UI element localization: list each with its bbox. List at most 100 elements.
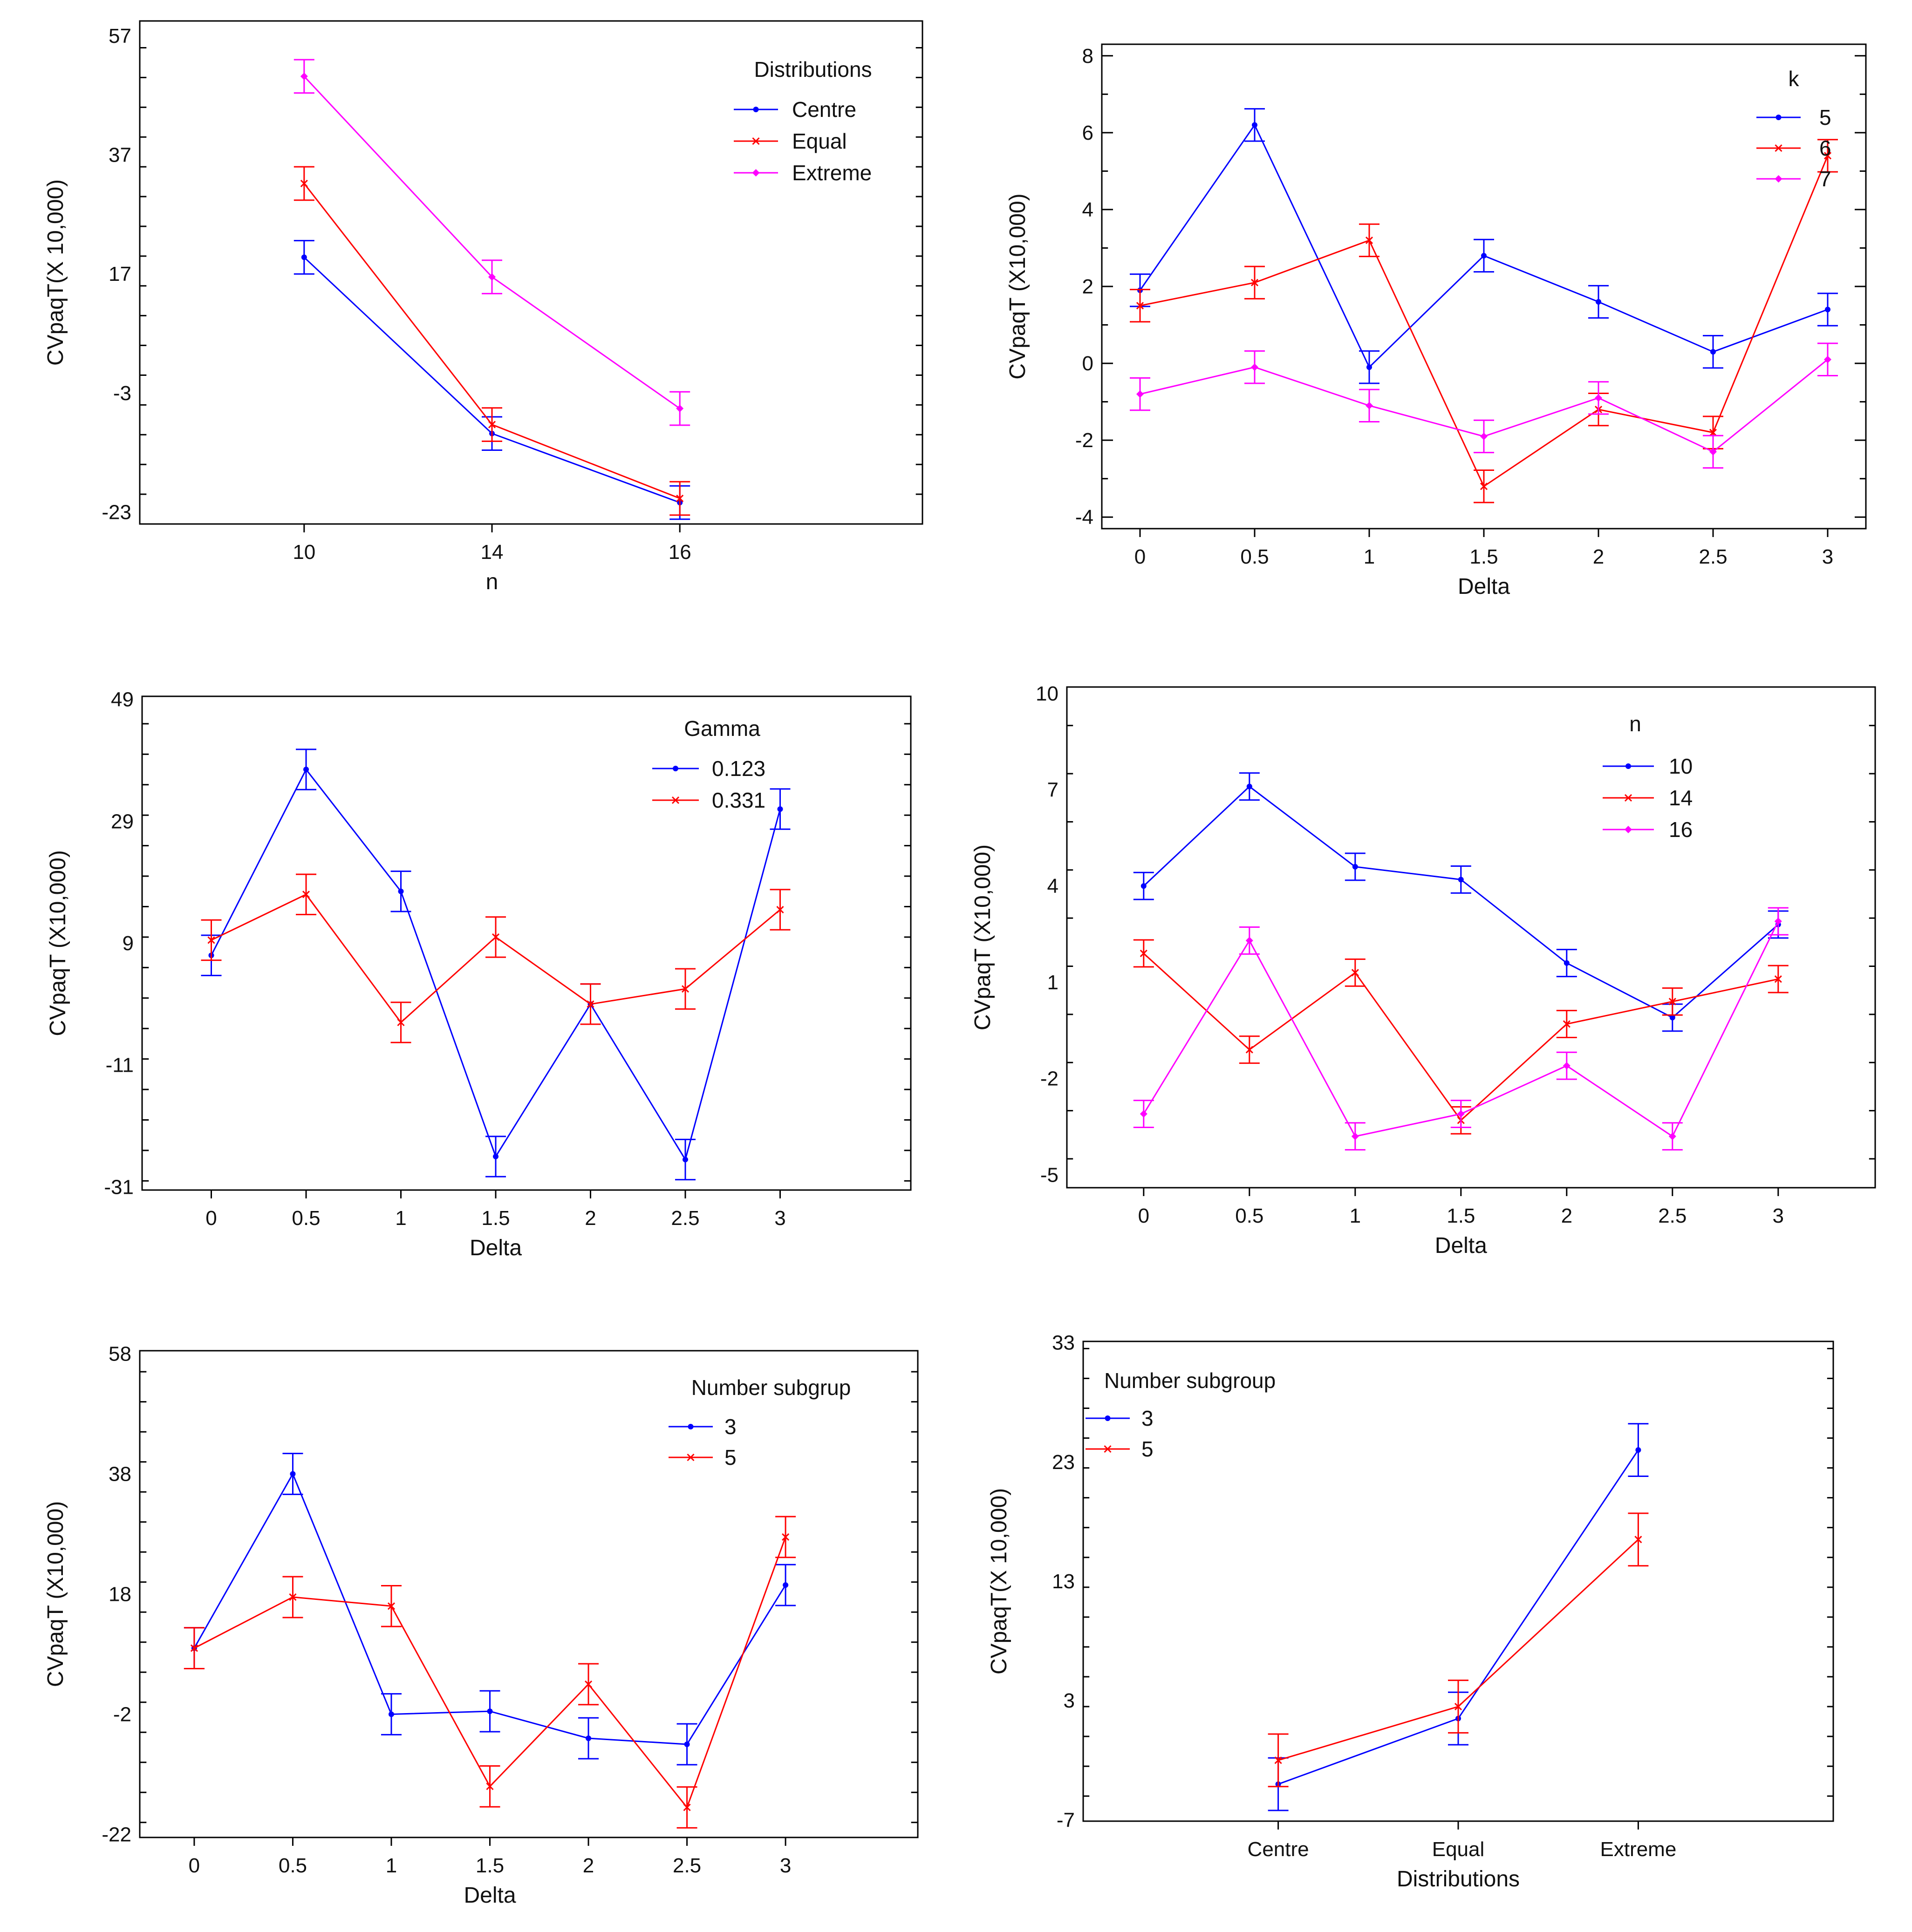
x-tick-label: 0: [189, 1854, 200, 1877]
x-tick-label: 1.5: [1469, 545, 1498, 568]
y-tick-label: 23: [1052, 1451, 1075, 1474]
x-tick-label: 0: [205, 1207, 217, 1230]
y-tick-label: -22: [102, 1823, 131, 1846]
data-point: [1457, 1110, 1465, 1118]
data-point: [683, 1803, 691, 1811]
y-tick-label: -31: [104, 1176, 134, 1198]
series-7: [1130, 342, 1838, 469]
legend-entry: Centre: [792, 97, 856, 122]
x-tick-label: 16: [669, 541, 691, 564]
data-point: [1480, 483, 1488, 490]
data-point: [587, 1000, 594, 1008]
legend: Distributions Centre Equal Extreme: [734, 57, 872, 185]
data-point: [289, 1593, 297, 1601]
series-line: [1143, 952, 1779, 1122]
data-point: [488, 273, 496, 281]
y-tick-label: 13: [1052, 1570, 1075, 1593]
legend-marker: [1104, 1445, 1112, 1453]
x-tick-label: 1: [386, 1854, 397, 1877]
y-tick-label: 4: [1047, 875, 1058, 898]
x-tick-label: 3: [1822, 545, 1833, 568]
data-point: [1823, 152, 1832, 160]
y-tick-label: 38: [109, 1463, 131, 1485]
data-point: [1365, 236, 1373, 245]
data-point: [1351, 1132, 1359, 1140]
data-point: [1140, 949, 1147, 958]
y-tick-label: 10: [1036, 682, 1058, 705]
legend: Number subgrup 3 5: [669, 1375, 851, 1469]
y-tick-label: 58: [109, 1342, 131, 1365]
x-tick-label: 2.5: [1699, 545, 1727, 568]
legend-marker: [688, 1424, 694, 1429]
legend-marker: [752, 169, 760, 177]
series-5: [184, 1516, 796, 1829]
data-point: [1250, 279, 1259, 286]
series-0.123: [201, 748, 791, 1181]
x-tick-label: 10: [293, 541, 315, 564]
data-point: [683, 1156, 688, 1163]
y-tick-label: -2: [1075, 429, 1093, 452]
y-axis-label: CVpaqT (X10,000): [1005, 193, 1030, 379]
legend: k5 6 7: [1756, 67, 1831, 191]
x-tick-label: 3: [780, 1854, 791, 1877]
x-tick-label: Centre: [1248, 1838, 1309, 1861]
data-point: [493, 1154, 498, 1160]
data-point: [776, 905, 784, 914]
data-point: [387, 1602, 396, 1610]
plot-frame: [139, 1350, 919, 1838]
legend-marker: [687, 1453, 695, 1462]
data-point: [1595, 394, 1602, 402]
x-axis-label: Delta: [464, 1883, 516, 1908]
legend: Gamma 0.123 0.331: [652, 716, 765, 812]
data-point: [1710, 349, 1716, 355]
data-point: [584, 1680, 593, 1688]
x-tick-label: 0: [1134, 545, 1146, 568]
series-3: [1268, 1423, 1649, 1811]
legend-marker: [1625, 826, 1632, 833]
y-tick-label: -2: [1040, 1068, 1058, 1090]
legend-entry: 16: [1669, 817, 1693, 842]
plot-frame: [141, 695, 912, 1191]
legend: Number subgroup 3 5: [1086, 1368, 1276, 1461]
y-tick-label: 18: [109, 1583, 131, 1606]
x-axis-label: Distributions: [1397, 1867, 1520, 1891]
data-point: [492, 933, 500, 941]
series-3: [184, 1453, 796, 1766]
y-tick-label: -3: [113, 382, 131, 405]
y-tick-label: 6: [1082, 122, 1093, 144]
chart-panel-middle-left: 49 29 9 -11 -31 0 0.5 1 1.5 2 2.5 3 Delta CVpaqT (X10…: [46, 688, 912, 1260]
legend-entry: Equal: [792, 129, 847, 153]
data-point: [1669, 1014, 1675, 1020]
legend-entry: 3: [1141, 1406, 1154, 1430]
legend-entry: Extreme: [792, 161, 872, 185]
series-Equal: [294, 166, 690, 516]
y-tick-label: -2: [113, 1703, 131, 1726]
y-tick-label: 2: [1082, 275, 1093, 298]
y-tick-label: 29: [111, 810, 134, 833]
legend-marker: [1625, 763, 1631, 769]
x-tick-label: 14: [481, 541, 504, 564]
legend-title: k: [1789, 67, 1800, 91]
chart-panel-middle-right: 10 7 4 1 -2 -5 0 0.5 1 1.5 2 2.5 3 Delta CVpaqT (X10,0…: [970, 682, 1876, 1258]
y-tick-label: -4: [1075, 506, 1093, 529]
data-point: [1245, 1046, 1253, 1054]
legend-entry: 5: [724, 1445, 737, 1469]
data-point: [1246, 783, 1252, 789]
legend-title: Number subgroup: [1104, 1368, 1276, 1393]
legend-marker: [753, 107, 759, 112]
plot-frame: [1066, 686, 1876, 1189]
y-tick-label: -7: [1057, 1809, 1075, 1831]
y-tick-label: 8: [1082, 45, 1093, 68]
data-point: [681, 985, 690, 993]
data-point: [1563, 1062, 1571, 1070]
series-16: [1133, 907, 1789, 1151]
data-point: [1136, 390, 1144, 398]
legend-entry: 10: [1669, 754, 1693, 778]
x-tick-label: 2: [1593, 545, 1604, 568]
series-5: [1268, 1512, 1649, 1788]
data-point: [1351, 969, 1359, 977]
plot-frame: [1101, 43, 1867, 530]
x-tick-label: 2.5: [673, 1854, 701, 1877]
data-point: [783, 1582, 789, 1588]
legend-entry: 14: [1669, 786, 1693, 810]
